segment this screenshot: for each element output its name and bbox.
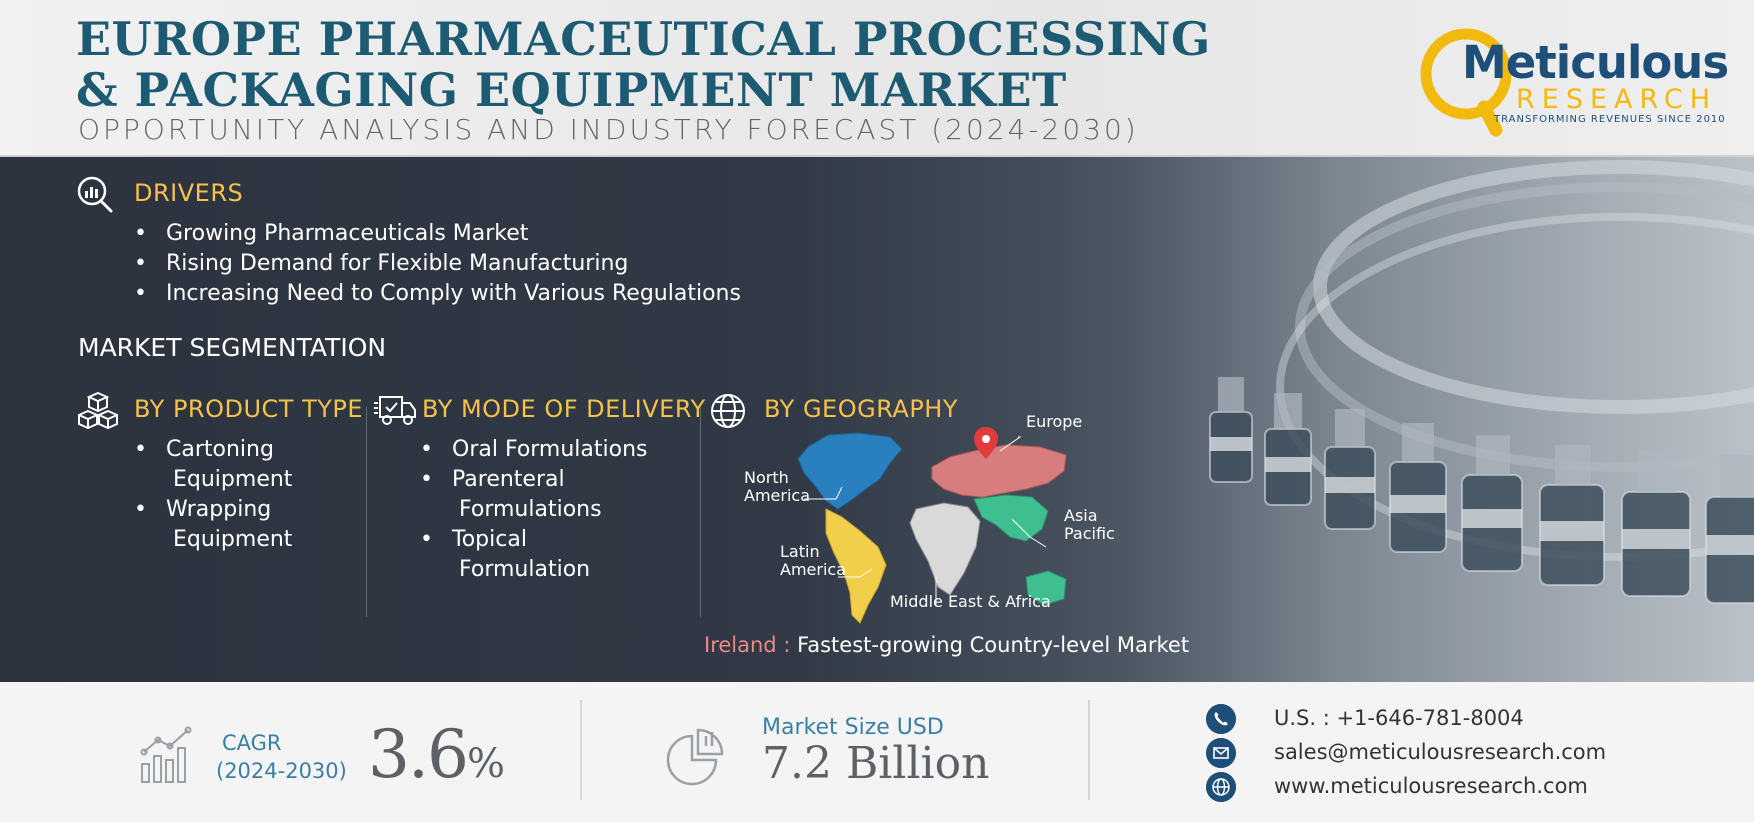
list-item: Wrapping Equipment bbox=[134, 495, 292, 555]
contact-email[interactable]: sales@meticulousresearch.com bbox=[1206, 738, 1626, 768]
magnifier-chart-icon bbox=[77, 176, 113, 213]
web-globe-icon bbox=[1206, 772, 1236, 802]
list-item: Increasing Need to Comply with Various R… bbox=[134, 279, 741, 309]
cagr-label: CAGR (2024-2030) bbox=[216, 731, 347, 783]
geo-label-latin-america: Latin America bbox=[780, 542, 846, 579]
list-item: Oral Formulations bbox=[420, 435, 648, 465]
contact-phone[interactable]: U.S. : +1-646-781-8004 bbox=[1206, 704, 1626, 734]
product-type-heading: BY PRODUCT TYPE bbox=[134, 395, 364, 423]
main-panel: DRIVERS Growing Pharmaceuticals Market R… bbox=[0, 157, 1754, 682]
location-pin-icon bbox=[974, 427, 998, 459]
page-subtitle: OPPORTUNITY ANALYSIS AND INDUSTRY FORECA… bbox=[78, 113, 1139, 146]
north-america-region bbox=[797, 432, 903, 510]
footer-divider bbox=[1088, 700, 1090, 800]
world-map bbox=[797, 427, 1067, 624]
growth-chart-icon bbox=[140, 726, 192, 783]
mode-of-delivery-list: Oral Formulations Parenteral Formulation… bbox=[420, 435, 648, 585]
segment-divider bbox=[700, 407, 701, 617]
list-item: Rising Demand for Flexible Manufacturing bbox=[134, 249, 741, 279]
europe-region bbox=[931, 444, 1067, 498]
header: EUROPE PHARMACEUTICAL PROCESSING & PACKA… bbox=[0, 0, 1754, 157]
geography-heading: BY GEOGRAPHY bbox=[764, 395, 958, 423]
list-item: Parenteral Formulations bbox=[420, 465, 648, 525]
website-text: www.meticulousresearch.com bbox=[1274, 774, 1588, 798]
phone-text: U.S. : +1-646-781-8004 bbox=[1274, 706, 1524, 730]
footer: CAGR (2024-2030) 3.6% Market Size USD 7.… bbox=[0, 682, 1754, 822]
phone-icon bbox=[1206, 704, 1236, 734]
market-size-label: Market Size USD bbox=[762, 715, 944, 740]
email-icon bbox=[1206, 738, 1236, 768]
market-size-value: 7.2 Billion bbox=[762, 738, 990, 789]
highlight-separator: : bbox=[776, 633, 798, 657]
footer-divider bbox=[580, 700, 582, 800]
asia-pacific-region bbox=[973, 494, 1049, 542]
segment-divider bbox=[366, 407, 367, 617]
title-line-1: EUROPE PHARMACEUTICAL PROCESSING bbox=[76, 12, 1211, 66]
product-type-list: Cartoning Equipment Wrapping Equipment bbox=[134, 435, 292, 555]
title-line-2: & PACKAGING EQUIPMENT MARKET bbox=[76, 63, 1067, 117]
geo-label-north-america: North America bbox=[744, 468, 810, 505]
magnifier-ring-logo-icon bbox=[1420, 28, 1512, 137]
list-item: Topical Formulation bbox=[420, 525, 648, 585]
pie-chart-icon bbox=[666, 728, 724, 786]
meticulous-logo[interactable]: Meticulous RESEARCH TRANSFORMING REVENUE… bbox=[1416, 22, 1729, 137]
logo-name: Meticulous bbox=[1462, 36, 1729, 89]
machine-background-image bbox=[1060, 157, 1754, 682]
latin-america-region bbox=[825, 508, 887, 624]
globe-icon bbox=[711, 394, 745, 428]
mea-region bbox=[909, 502, 981, 596]
segmentation-heading: MARKET SEGMENTATION bbox=[78, 333, 387, 362]
cagr-value: 3.6% bbox=[368, 716, 505, 793]
geo-label-europe: Europe bbox=[1026, 412, 1083, 431]
list-item: Growing Pharmaceuticals Market bbox=[134, 219, 741, 249]
logo-tagline: TRANSFORMING REVENUES SINCE 2010 bbox=[1494, 114, 1726, 125]
highlight-country: Ireland bbox=[704, 633, 777, 657]
drivers-heading: DRIVERS bbox=[134, 179, 244, 207]
drivers-list: Growing Pharmaceuticals Market Rising De… bbox=[134, 219, 741, 309]
delivery-truck-icon bbox=[374, 396, 416, 425]
australia-region bbox=[1025, 570, 1067, 606]
email-text: sales@meticulousresearch.com bbox=[1274, 740, 1607, 764]
list-item: Cartoning Equipment bbox=[134, 435, 292, 495]
boxes-icon bbox=[78, 391, 118, 429]
fastest-growing-highlight: Ireland : Fastest-growing Country-level … bbox=[704, 633, 1189, 657]
contact-website[interactable]: www.meticulousresearch.com bbox=[1206, 772, 1626, 802]
page-title: EUROPE PHARMACEUTICAL PROCESSING & PACKA… bbox=[76, 14, 1211, 116]
mode-of-delivery-heading: BY MODE OF DELIVERY bbox=[422, 395, 706, 423]
logo-sub: RESEARCH bbox=[1516, 84, 1718, 115]
geo-label-asia-pacific: Asia Pacific bbox=[1064, 506, 1115, 543]
geo-label-mea: Middle East & Africa bbox=[890, 592, 1051, 611]
highlight-text: Fastest-growing Country-level Market bbox=[797, 633, 1190, 657]
